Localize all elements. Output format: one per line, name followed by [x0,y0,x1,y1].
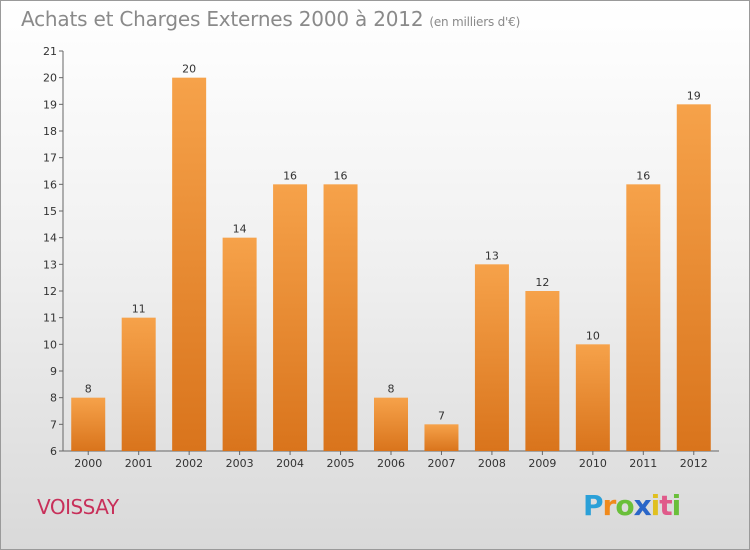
commune-name: VOISSAY [37,495,119,519]
x-tick-label: 2011 [629,457,657,470]
y-tick-label: 10 [43,338,57,351]
bar-value-label: 10 [586,329,600,342]
y-tick-label: 15 [43,205,57,218]
x-tick-label: 2012 [680,457,708,470]
bar [374,397,408,451]
y-tick-label: 16 [43,178,57,191]
y-tick-label: 20 [43,72,57,85]
y-tick-label: 14 [43,232,57,245]
bar-value-label: 12 [535,276,549,289]
x-tick-label: 2008 [478,457,506,470]
bar [222,237,257,451]
bar [575,344,610,451]
x-tick-label: 2007 [427,457,455,470]
bar-value-label: 8 [85,383,92,396]
x-tick-label: 2001 [125,457,153,470]
y-tick-label: 19 [43,98,57,111]
bar-value-label: 16 [334,169,348,182]
bar-value-label: 14 [233,223,247,236]
y-tick-label: 21 [43,45,57,58]
bar [172,77,207,452]
chart-subtitle: (en milliers d'€) [429,15,521,29]
x-tick-label: 2004 [276,457,304,470]
bar-value-label: 8 [388,383,395,396]
bar-value-label: 13 [485,249,499,262]
y-tick-label: 17 [43,152,57,165]
bar [273,184,308,452]
bar-value-label: 16 [283,169,297,182]
bar [525,291,560,451]
bar-value-label: 7 [438,409,445,422]
x-tick-label: 2003 [226,457,254,470]
y-tick-label: 12 [43,285,57,298]
plot-area: 6 7 8 9 10 11 12 13 14 15 16 17 18 19 20 21 8 2000 11 2001 2… [43,45,719,470]
chart-title: Achats et Charges Externes 2000 à 2012 [21,7,424,31]
bar-value-label: 19 [687,89,701,102]
x-tick-label: 2010 [579,457,607,470]
proxiti-logo[interactable]: Proxiti [583,489,681,522]
x-tick-label: 2006 [377,457,405,470]
y-tick-label: 11 [43,312,57,325]
bar-value-label: 20 [182,63,196,76]
chart-title-row: Achats et Charges Externes 2000 à 2012 (e… [21,7,520,31]
bar-value-label: 11 [132,303,146,316]
bar [676,104,711,451]
bar [474,264,509,451]
x-tick-label: 2005 [327,457,355,470]
bar [323,184,358,452]
y-tick-label: 18 [43,125,57,138]
x-tick-label: 2000 [74,457,102,470]
y-tick-label: 8 [50,392,57,405]
y-tick-label: 9 [50,365,57,378]
y-tick-label: 6 [50,445,57,458]
bar [121,317,156,451]
bar-value-label: 16 [636,169,650,182]
bar [626,184,661,452]
bar [424,424,459,451]
y-tick-label: 7 [50,418,57,431]
x-tick-label: 2002 [175,457,203,470]
bar [71,397,106,451]
y-tick-label: 13 [43,258,57,271]
x-tick-label: 2009 [528,457,556,470]
